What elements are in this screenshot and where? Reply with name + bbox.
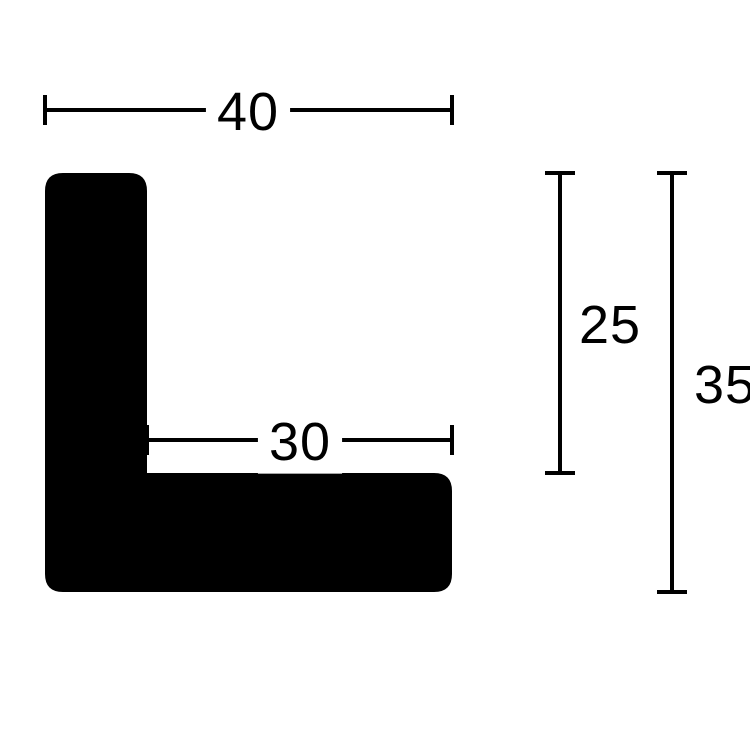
dimension-inner-height: 25 [545,173,652,473]
dim-top-label: 40 [217,82,279,142]
l-profile-shape [45,173,452,592]
profile-dimension-diagram: 40 30 25 35 [0,0,750,750]
dim-inner-height-label: 25 [579,295,641,355]
dimension-outer-height: 35 [657,173,750,592]
dim-outer-height-label: 35 [694,355,750,415]
dimension-top-width: 40 [45,82,452,144]
dimension-inner-width: 30 [147,412,452,474]
dim-inner-width-label: 30 [269,412,331,472]
